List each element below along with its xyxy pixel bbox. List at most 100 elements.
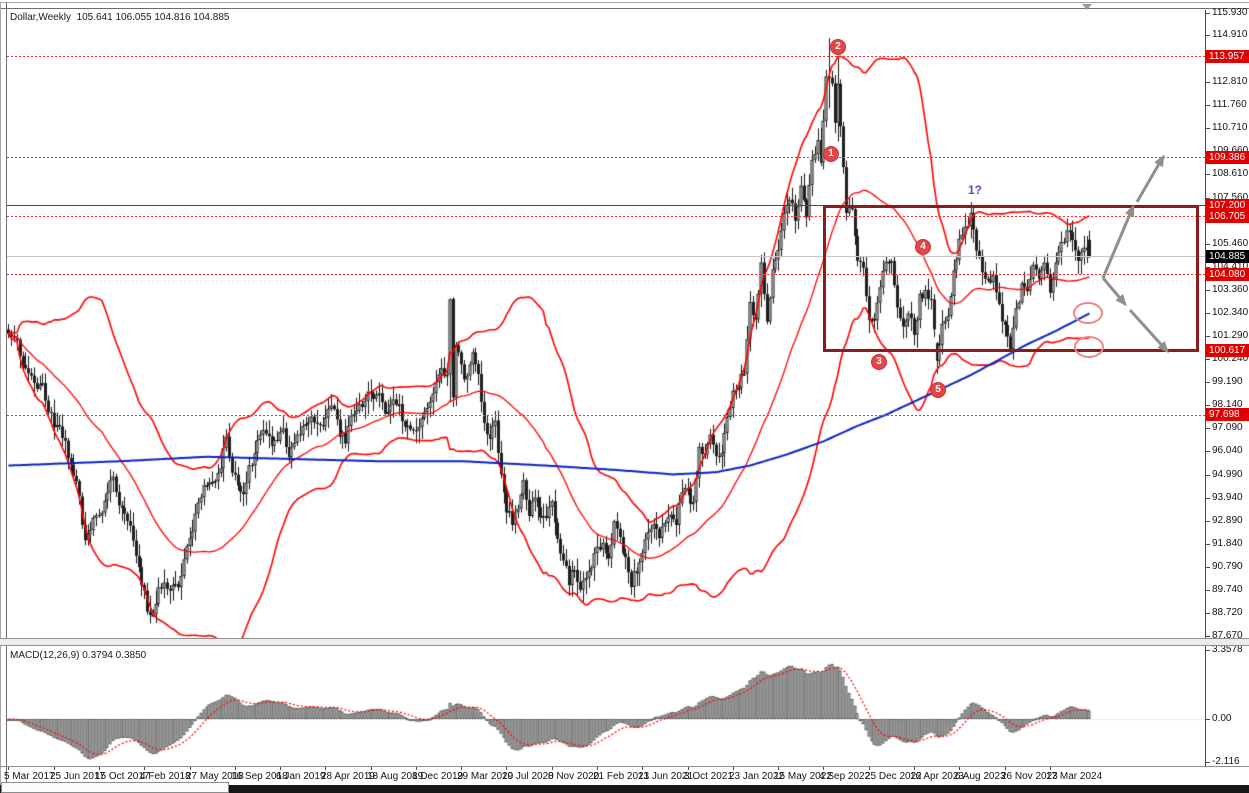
price-axis-tick — [1205, 544, 1210, 545]
price-axis-label: 107.560 — [1212, 192, 1249, 203]
horizontal-level-line-dashed[interactable] — [7, 415, 1205, 416]
price-axis-label: 104.410 — [1212, 261, 1249, 272]
price-chart-canvas[interactable] — [7, 10, 1205, 638]
wave-marker-4[interactable]: 4 — [915, 239, 931, 255]
time-axis-tick — [8, 767, 9, 770]
projection-rectangle[interactable] — [823, 205, 1199, 352]
price-axis-label: 115.930 — [1212, 7, 1248, 18]
horizontal-level-line-dashed[interactable] — [7, 157, 1205, 158]
wave-marker-1[interactable]: 1 — [823, 146, 839, 162]
highlight-ellipse[interactable] — [1073, 302, 1103, 324]
price-axis-tick — [1205, 336, 1210, 337]
horizontal-level-line-dashed[interactable] — [7, 274, 1205, 275]
time-axis-tick — [642, 767, 643, 770]
highlight-ellipse[interactable] — [1074, 336, 1104, 358]
price-axis-label: 112.810 — [1212, 76, 1248, 87]
time-axis-label: 17 Mar 2024 — [1046, 771, 1103, 782]
price-axis-tick — [1205, 82, 1210, 83]
price-axis-label: 96.040 — [1212, 445, 1243, 456]
price-axis-level-tag: 109.386 — [1206, 151, 1249, 164]
price-axis-tick — [1205, 267, 1210, 268]
price-axis-tick — [1205, 174, 1210, 175]
time-axis-label: 19 Jul 2020 — [502, 771, 554, 782]
time-axis-label: 23 Jan 2022 — [729, 771, 785, 782]
wave-marker-3[interactable]: 3 — [871, 354, 887, 370]
time-axis-tick — [552, 767, 553, 770]
wave-question-label[interactable]: 1? — [968, 183, 983, 197]
time-axis-label: 18 Aug 2019 — [367, 771, 424, 782]
time-axis-label: 25 Dec 2022 — [865, 771, 922, 782]
projection-arrow[interactable] — [1101, 204, 1135, 279]
price-axis-label: 89.740 — [1212, 584, 1243, 595]
time-axis-tick — [1005, 767, 1006, 770]
price-axis-tick — [1205, 451, 1210, 452]
time-axis-label: 8 Nov 2020 — [548, 771, 600, 782]
price-axis-tick — [1205, 313, 1210, 314]
horizontal-level-line-dashed[interactable] — [7, 216, 1205, 217]
time-axis-tick — [823, 767, 824, 770]
time-axis-label: 29 Mar 2020 — [457, 771, 514, 782]
time-axis-label: 16 Apr 2023 — [910, 771, 964, 782]
time-axis-tick — [1050, 767, 1051, 770]
macd-indicator-label: MACD(12,26,9) 0.3794 0.3850 — [10, 650, 147, 661]
time-axis-tick — [506, 767, 507, 770]
time-axis-tick — [778, 767, 779, 770]
macd-indicator-canvas[interactable] — [7, 646, 1205, 766]
time-axis-label: 28 Apr 2019 — [321, 771, 375, 782]
price-axis-tick — [1205, 198, 1210, 199]
time-axis-tick — [144, 767, 145, 770]
price-axis-tick — [1205, 521, 1210, 522]
price-axis-tick — [1205, 636, 1210, 637]
macd-axis-tick — [1205, 762, 1210, 763]
price-axis-label: 101.290 — [1212, 330, 1249, 341]
price-axis-label: 90.790 — [1212, 561, 1243, 572]
time-axis-tick — [733, 767, 734, 770]
time-axis-label: 26 Nov 2023 — [1001, 771, 1058, 782]
wave-marker-2[interactable]: 2 — [830, 39, 846, 55]
time-axis-tick — [688, 767, 689, 770]
projection-arrow[interactable] — [1135, 154, 1165, 203]
price-axis-label: 110.710 — [1212, 122, 1248, 133]
time-axis-tick — [325, 767, 326, 770]
price-axis-label: 102.340 — [1212, 307, 1249, 318]
chart-ohlc-header: Dollar,Weekly 105.641 106.055 104.816 10… — [10, 12, 229, 23]
window-top-border — [0, 2, 1249, 3]
price-axis-tick — [1205, 128, 1210, 129]
wave-marker-5[interactable]: 5 — [930, 382, 946, 398]
time-axis-label: 16 Sep 2018 — [231, 771, 288, 782]
time-axis-label: 21 Feb 2021 — [593, 771, 650, 782]
time-axis-label: 3 Oct 2021 — [684, 771, 733, 782]
price-axis-tick — [1205, 35, 1210, 36]
horizontal-scrollbar-thumb[interactable] — [1, 782, 229, 793]
macd-axis-tick — [1205, 650, 1210, 651]
price-axis-tick — [1205, 405, 1210, 406]
price-axis-tick — [1205, 290, 1210, 291]
projection-arrow[interactable] — [1128, 308, 1170, 354]
window-bottom-edge — [0, 785, 1249, 793]
chart-shift-marker-icon[interactable] — [1082, 4, 1092, 10]
price-axis-label: 97.090 — [1212, 422, 1243, 433]
price-axis-label: 108.610 — [1212, 168, 1249, 179]
price-axis-level-tag: 113.957 — [1206, 50, 1249, 63]
current-price-line — [7, 256, 1205, 257]
projection-arrow[interactable] — [1101, 277, 1127, 307]
price-axis-level-tag: 104.080 — [1206, 268, 1249, 281]
time-axis-label: 4 Sep 2022 — [819, 771, 871, 782]
macd-axis-label: -2.116 — [1212, 756, 1240, 767]
horizontal-level-line-solid[interactable] — [7, 205, 1205, 206]
horizontal-level-line-dashed[interactable] — [7, 56, 1205, 57]
price-axis-label: 100.240 — [1212, 353, 1249, 364]
time-axis-label: 13 Jun 2021 — [638, 771, 694, 782]
window-left-border — [0, 2, 1, 790]
price-axis-tick — [1205, 244, 1210, 245]
pane-separator[interactable] — [0, 638, 1249, 646]
time-axis-tick — [416, 767, 417, 770]
price-axis-label: 109.660 — [1212, 146, 1248, 156]
time-axis-label: 25 Jun 2017 — [50, 771, 106, 782]
price-axis-label: 105.460 — [1212, 238, 1249, 249]
price-axis-label: 94.990 — [1212, 469, 1243, 480]
macd-pane-bottom-border — [0, 766, 1249, 767]
price-axis-tick — [1205, 567, 1210, 568]
